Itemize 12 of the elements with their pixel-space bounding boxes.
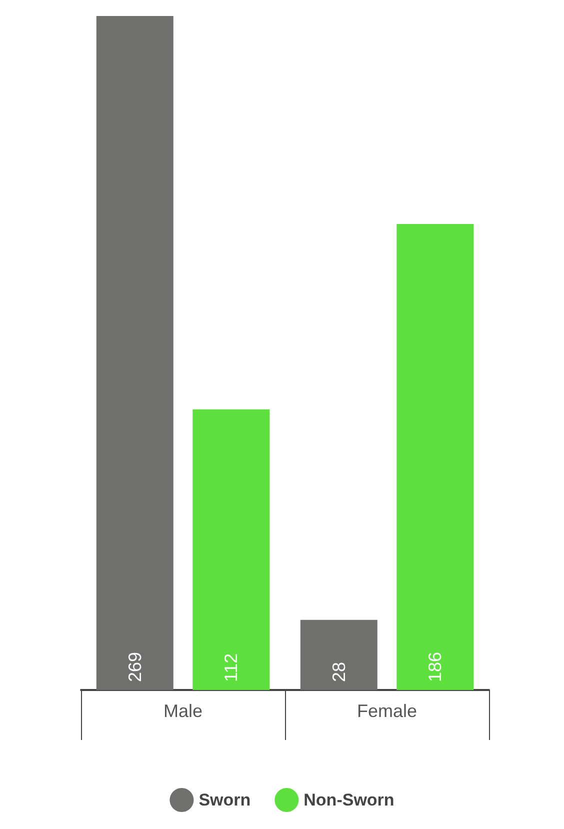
bar	[96, 16, 174, 690]
x-tick-label: Female	[356, 701, 418, 721]
data-label: 186	[425, 652, 446, 682]
bar	[396, 224, 474, 690]
bar	[192, 409, 270, 690]
legend-label: Non-Sworn	[304, 790, 394, 810]
data-label: 28	[328, 662, 349, 682]
x-tick-label: Male	[163, 701, 203, 721]
legend-label: Sworn	[198, 790, 251, 810]
bar	[300, 620, 378, 690]
data-label: 112	[221, 653, 242, 682]
data-label: 269	[124, 652, 145, 682]
